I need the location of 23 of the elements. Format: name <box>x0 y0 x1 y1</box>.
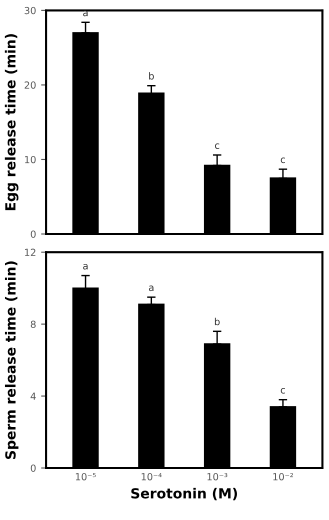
y-tick-label: 30 <box>24 6 36 14</box>
y-tick-label: 20 <box>24 81 36 89</box>
x-axis-title: Serotonin (M) <box>131 488 237 500</box>
annotation: b <box>149 72 154 80</box>
y-tick-label: 4 <box>30 392 36 400</box>
y-axis-title: Sperm release time (min) <box>4 261 18 460</box>
annotation: a <box>148 286 154 292</box>
y-axis-title: Egg release time (min) <box>4 34 18 210</box>
x-tick-label: 10⁻² <box>273 473 294 480</box>
annotation: c <box>280 388 286 394</box>
y-tick-label: 12 <box>25 248 36 256</box>
x-tick-label: 10⁻⁴ <box>142 473 162 480</box>
y-tick-label: 10 <box>25 156 36 164</box>
y-tick-label: 8 <box>30 320 36 328</box>
annotation: c <box>215 143 220 149</box>
x-tick-label: 10⁻⁵ <box>76 473 96 480</box>
annotation: a <box>83 10 88 16</box>
y-tick-label: 0 <box>30 464 36 472</box>
x-tick-label: 10⁻³ <box>208 473 228 480</box>
annotation: a <box>83 264 88 270</box>
annotation: c <box>280 158 286 164</box>
annotation: b <box>214 318 220 326</box>
y-tick-label: 0 <box>30 230 36 238</box>
